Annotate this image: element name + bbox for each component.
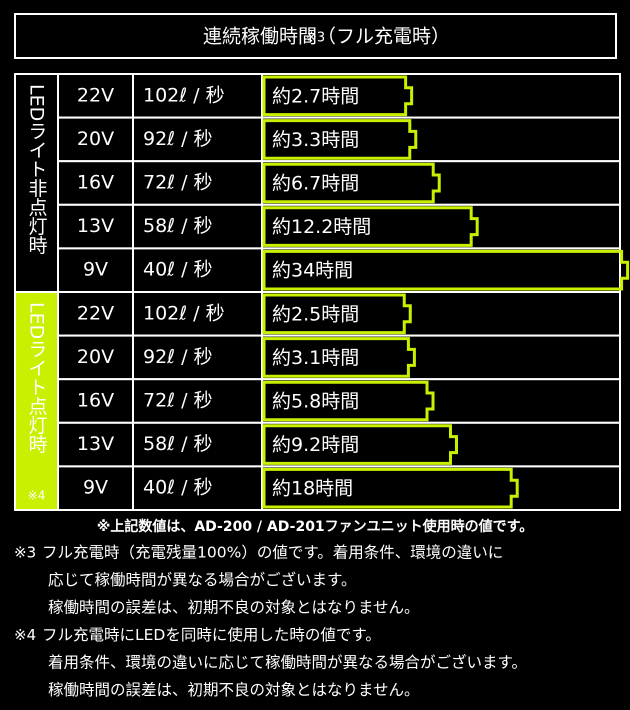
runtime: 約2.7時間 (272, 85, 359, 107)
voltage: 13V (77, 215, 114, 237)
voltage: 22V (77, 302, 114, 324)
note-line: 着用条件、環境の違いに応じて稼働時間が異なる場合がございます。 (48, 653, 527, 672)
runtime-bar (262, 467, 519, 509)
cell (261, 203, 621, 250)
flow: 58ℓ / 秒 (143, 215, 213, 237)
note-line: 応じて稼働時間が異なる場合がございます。 (48, 570, 356, 589)
flow: 72ℓ / 秒 (143, 172, 213, 194)
group-label: LEDライト点灯時 (26, 302, 48, 453)
footnote: ※上記数値は、AD-200 / AD-201ファンユニット使用時の値です。 (97, 518, 534, 535)
runtime-bar (262, 293, 412, 335)
cell (132, 334, 263, 381)
cell (261, 291, 621, 337)
voltage: 16V (77, 172, 114, 194)
title-note: ※3 (306, 31, 325, 46)
runtime-bar (262, 424, 458, 465)
runtime-bar (262, 337, 416, 378)
runtime-bar (262, 380, 435, 422)
flow: 40ℓ / 秒 (143, 259, 213, 281)
group-cell (14, 291, 59, 511)
cell (261, 378, 621, 424)
note-line: 稼働時間の誤差は、初期不良の対象とはなりません。 (48, 681, 420, 699)
cell (261, 465, 621, 511)
runtime-bar (262, 75, 414, 117)
voltage: 9V (83, 477, 108, 499)
group-note: ※4 (28, 489, 46, 503)
note-line: フル充電時にLEDを同時に使用した時の値です。 (42, 626, 381, 644)
runtime: 約9.2時間 (272, 434, 359, 456)
flow: 40ℓ / 秒 (143, 477, 213, 499)
cell (261, 116, 621, 163)
runtime: 約6.7時間 (272, 173, 359, 195)
runtime-bar (262, 206, 479, 247)
runtime: 約5.8時間 (272, 391, 359, 413)
flow: 72ℓ / 秒 (143, 390, 213, 412)
runtime: 約34時間 (272, 260, 353, 282)
voltage: 13V (77, 433, 114, 455)
note-mark: ※3 (14, 544, 36, 562)
cell (57, 291, 134, 337)
runtime-bar (262, 162, 441, 204)
note-line: フル充電時（充電残量100%）の値です。着用条件、環境の違いに (42, 543, 503, 562)
voltage: 16V (77, 390, 114, 412)
cell (132, 465, 263, 511)
group-label: LEDライト非点灯時 (26, 84, 48, 254)
note-line: 稼働時間の誤差は、初期不良の対象とはなりません。 (48, 599, 420, 617)
runtime-bar (262, 249, 630, 291)
runtime: 約3.1時間 (272, 347, 359, 369)
cell (132, 421, 263, 468)
flow: 92ℓ / 秒 (143, 128, 213, 150)
cell (261, 247, 621, 293)
runtime: 約12.2時間 (272, 216, 371, 238)
flow: 92ℓ / 秒 (143, 346, 213, 368)
voltage: 20V (77, 346, 114, 368)
cell (57, 203, 134, 250)
voltage: 20V (77, 128, 114, 150)
flow: 102ℓ / 秒 (143, 302, 225, 324)
flow: 102ℓ / 秒 (143, 84, 225, 106)
title: 連続稼働時間（フル充電時） (203, 26, 450, 48)
note-mark: ※4 (14, 626, 36, 644)
group-cell (14, 73, 59, 293)
runtime: 約2.5時間 (272, 303, 359, 325)
cell (132, 203, 263, 250)
cell (132, 291, 263, 337)
voltage: 9V (83, 259, 108, 281)
runtime: 約3.3時間 (272, 129, 359, 151)
voltage: 22V (77, 84, 114, 106)
title-box (14, 13, 617, 59)
flow: 58ℓ / 秒 (143, 433, 213, 455)
cell (261, 334, 621, 381)
cell (261, 160, 621, 206)
runtime: 約18時間 (272, 478, 353, 500)
runtime-bar (262, 119, 418, 160)
